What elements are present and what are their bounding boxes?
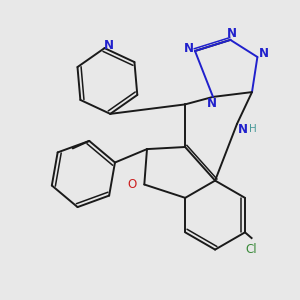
Text: N: N: [104, 39, 114, 52]
Text: Cl: Cl: [246, 243, 257, 256]
Text: H: H: [249, 124, 256, 134]
Text: O: O: [128, 178, 137, 191]
Text: N: N: [259, 47, 269, 61]
Text: N: N: [206, 97, 217, 110]
Text: N: N: [237, 123, 248, 136]
Text: N: N: [183, 41, 194, 55]
Text: N: N: [227, 27, 237, 40]
